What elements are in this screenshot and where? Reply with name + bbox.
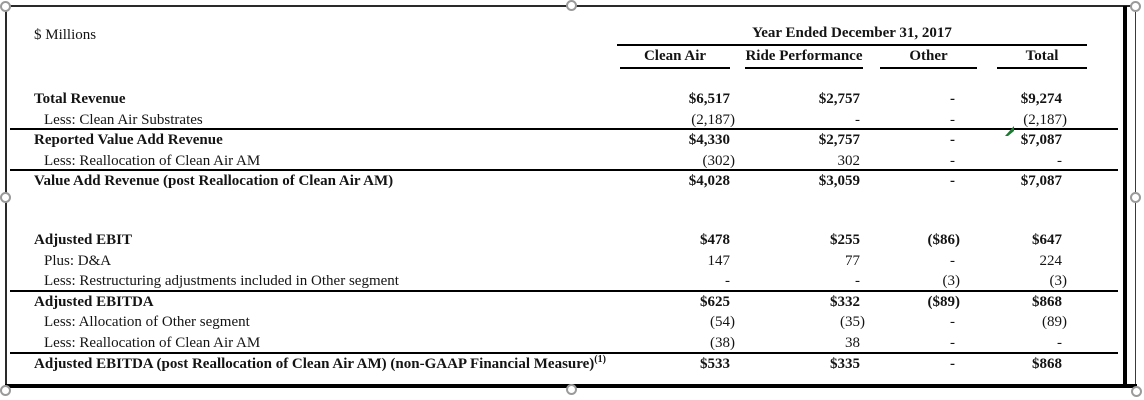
value-cell: (2,187) [691, 111, 735, 128]
selection-handle-bottom-left[interactable] [0, 385, 11, 396]
selection-handle-top-left[interactable] [0, 1, 11, 12]
table-row: Less: Restructuring adjustments included… [10, 271, 1118, 292]
value-cell: $6,517 [688, 91, 730, 107]
value-cell: $335 [830, 355, 860, 372]
value-cell: $255 [830, 231, 860, 248]
value-cell: - [855, 111, 860, 128]
column-header-other: Other [880, 48, 977, 69]
value-cell: 224 [1039, 252, 1063, 269]
row-label: Total Revenue [34, 91, 126, 107]
row-label: Less: Allocation of Other segment [44, 314, 250, 331]
value-cell: - [950, 132, 955, 149]
value-cell: $533 [700, 355, 730, 372]
row-label: Less: Reallocation of Clean Air AM [44, 334, 261, 351]
table-row: Total Revenue $6,517 $2,757 - $9,274 [10, 89, 1118, 110]
value-cell: - [950, 91, 955, 107]
value-cell: $7,087 [1020, 173, 1062, 190]
table-row: Reported Value Add Revenue $4,330 $2,757 - $… [10, 130, 1118, 151]
row-label: Reported Value Add Revenue [34, 132, 223, 149]
section-spacer [10, 192, 1118, 230]
value-cell: 77 [845, 252, 860, 269]
value-cell: $7,087 [1020, 132, 1062, 149]
row-label: Adjusted EBIT [34, 231, 132, 248]
value-cell: - [1057, 152, 1062, 169]
value-cell: (3) [942, 273, 961, 290]
value-cell: - [855, 273, 860, 290]
selection-handle-middle-right[interactable] [1130, 192, 1141, 203]
table-row: Adjusted EBIT $478 $255 ($86) $647 [10, 230, 1118, 251]
units-label: $ Millions [34, 27, 97, 43]
financial-table: Total Revenue $6,517 $2,757 - $9,274 Less: Cl… [10, 89, 1118, 374]
value-cell: $4,028 [688, 173, 730, 190]
column-header-ride-performance: Ride Performance [745, 48, 863, 69]
green-review-mark-icon [1005, 126, 1014, 136]
table-border-right [1123, 6, 1127, 388]
table-row: Less: Clean Air Substrates (2,187) - - (2,18… [10, 110, 1118, 131]
selection-handle-middle-left[interactable] [0, 192, 11, 203]
value-cell: $2,757 [818, 132, 860, 149]
value-cell: $9,274 [1020, 91, 1062, 107]
value-cell: - [950, 252, 955, 269]
row-label: Plus: D&A [44, 252, 112, 269]
value-cell: ($89) [927, 293, 961, 310]
table-row: Adjusted EBITDA $625 $332 ($89) $868 [10, 292, 1118, 313]
value-cell: (2,187) [1023, 111, 1067, 128]
value-cell: - [950, 111, 955, 128]
value-cell: - [950, 173, 955, 190]
value-cell: $478 [700, 231, 730, 248]
period-header: Year Ended December 31, 2017 [617, 25, 1087, 46]
value-cell: (302) [702, 152, 736, 169]
table-row: Value Add Revenue (post Reallocation of … [10, 171, 1118, 192]
value-cell: 147 [707, 252, 731, 269]
table-row: Less: Allocation of Other segment (54) (35… [10, 312, 1118, 333]
column-header-total: Total [997, 48, 1087, 69]
table-row: Plus: D&A 147 77 - 224 [10, 251, 1118, 272]
value-cell: (54) [710, 314, 735, 331]
value-cell: - [1057, 334, 1062, 351]
value-cell: $332 [830, 293, 860, 310]
value-cell: $625 [700, 293, 730, 310]
value-cell: - [950, 355, 955, 372]
value-cell: (89) [1042, 314, 1067, 331]
row-label: Value Add Revenue (post Reallocation of … [34, 173, 394, 190]
selection-handle-bottom-middle[interactable] [566, 384, 577, 395]
value-cell: - [950, 334, 955, 351]
value-cell: (3) [1049, 273, 1068, 290]
table-row: Adjusted EBITDA (post Reallocation of Cl… [10, 354, 1118, 375]
value-cell: - [950, 152, 955, 169]
column-header-clean-air: Clean Air [620, 48, 730, 69]
value-cell: $868 [1032, 355, 1062, 372]
row-label: Less: Reallocation of Clean Air AM [44, 152, 261, 169]
value-cell: - [725, 273, 730, 290]
value-cell: $4,330 [688, 132, 730, 149]
row-label: Adjusted EBITDA [34, 293, 154, 310]
row-label: Less: Clean Air Substrates [44, 111, 203, 128]
value-cell: 302 [837, 152, 861, 169]
value-cell: ($86) [927, 231, 961, 248]
value-cell: (35) [840, 314, 865, 331]
value-cell: 38 [845, 334, 860, 351]
value-cell: $868 [1032, 293, 1062, 310]
value-cell: (38) [710, 334, 735, 351]
value-cell: $2,757 [818, 91, 860, 107]
row-label: Adjusted EBITDA (post Reallocation of Cl… [34, 353, 606, 372]
selection-handle-top-middle[interactable] [566, 0, 577, 11]
footnote-marker: (1) [594, 353, 606, 365]
value-cell: - [950, 314, 955, 331]
selection-handle-top-right[interactable] [1130, 1, 1141, 12]
row-label: Less: Restructuring adjustments included… [44, 273, 399, 290]
value-cell: $3,059 [818, 173, 860, 190]
table-row: Less: Reallocation of Clean Air AM (302) 3… [10, 151, 1118, 172]
table-row: Less: Reallocation of Clean Air AM (38) 38… [10, 333, 1118, 354]
value-cell: $647 [1032, 231, 1062, 248]
selection-handle-bottom-right[interactable] [1131, 386, 1142, 397]
